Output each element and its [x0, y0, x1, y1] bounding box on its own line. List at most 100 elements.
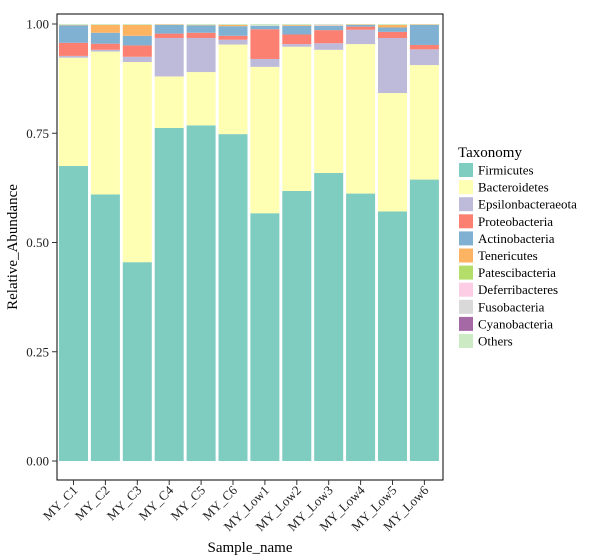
bar-segment-my-low2-actinobacteria — [282, 25, 312, 35]
bar-segment-my-c5-proteobacteria — [186, 32, 216, 38]
y-tick-label: 0.75 — [26, 126, 49, 141]
bar-stack-my-low1 — [250, 24, 280, 461]
legend-item-tenericutes: Tenericutes — [459, 248, 538, 263]
bar-segment-my-c1-bacteroidetes — [59, 57, 88, 167]
legend-item-firmicutes: Firmicutes — [459, 163, 534, 178]
bar-segment-my-low5-firmicutes — [378, 211, 407, 461]
legend-swatch — [459, 316, 473, 331]
bar-segment-my-low6-actinobacteria — [409, 24, 439, 45]
bar-stack-my-c2 — [90, 24, 120, 461]
legend-item-others: Others — [459, 334, 513, 349]
bar-segment-my-low6-firmicutes — [409, 179, 439, 461]
legend-label: Deferribacteres — [478, 282, 558, 297]
bar-segment-my-c2-proteobacteria — [90, 43, 120, 50]
x-tick-label-my-c4: MY_C4 — [136, 482, 177, 523]
bar-segment-my-low5-epsilonbacteraeota — [378, 37, 407, 94]
legend-item-deferribacteres: Deferribacteres — [459, 282, 558, 297]
bar-segment-my-low3-actinobacteria — [314, 25, 344, 31]
bar-segment-my-c4-bacteroidetes — [154, 76, 184, 129]
legend-item-bacteroidetes: Bacteroidetes — [459, 180, 549, 195]
bar-segment-my-c2-actinobacteria — [90, 32, 120, 44]
bar-stack-my-low4 — [346, 24, 376, 461]
bar-segment-my-c1-actinobacteria — [59, 25, 88, 43]
bar-segment-my-low2-bacteroidetes — [282, 46, 312, 191]
legend-swatch — [459, 163, 473, 177]
bar-segment-my-c3-actinobacteria — [122, 35, 152, 46]
bar-segment-my-low1-proteobacteria — [250, 29, 280, 59]
x-tick-label-my-c2: MY_C2 — [72, 483, 113, 524]
bar-segment-my-low1-firmicutes — [250, 213, 280, 461]
bar-segment-my-c6-proteobacteria — [218, 35, 248, 40]
bar-segment-my-c6-tenericutes — [218, 24, 248, 27]
bar-segment-my-low3-firmicutes — [314, 173, 344, 461]
bar-segment-my-low4-firmicutes — [346, 193, 376, 461]
legend-item-cyanobacteria: Cyanobacteria — [459, 316, 553, 331]
legend-label: Others — [478, 334, 513, 349]
x-axis: MY_C1MY_C2MY_C3MY_C4MY_C5MY_C6MY_Low1MY_… — [40, 480, 432, 534]
legend-label: Proteobacteria — [478, 214, 553, 229]
legend-label: Patescibacteria — [478, 265, 556, 280]
legend-swatch — [459, 214, 473, 229]
legend-label: Cyanobacteria — [478, 316, 553, 331]
bar-segment-my-c6-actinobacteria — [218, 26, 248, 36]
bar-segment-my-low2-tenericutes — [282, 24, 312, 26]
bar-stack-my-c1 — [59, 24, 88, 461]
legend-label: Firmicutes — [478, 163, 534, 178]
bar-segment-my-low2-epsilonbacteraeota — [282, 44, 312, 47]
bar-segment-my-c2-firmicutes — [90, 194, 120, 461]
y-axis-title: Relative_Abundance — [5, 184, 21, 310]
bar-segment-my-low4-bacteroidetes — [346, 44, 376, 194]
bar-segment-my-low4-actinobacteria — [346, 24, 376, 27]
y-tick-label: 0.50 — [26, 235, 49, 250]
bar-segment-my-c3-tenericutes — [122, 24, 152, 36]
legend-label: Actinobacteria — [478, 231, 555, 246]
bar-segment-my-low5-others — [378, 24, 407, 25]
legend-swatch — [459, 180, 473, 195]
bar-segment-my-c3-bacteroidetes — [122, 62, 152, 263]
y-tick-label: 0.00 — [26, 454, 49, 469]
bar-stack-my-low2 — [282, 24, 312, 461]
legend-title: Taxonomy — [458, 145, 522, 161]
bar-segment-my-low2-proteobacteria — [282, 34, 312, 45]
x-tick-label-my-c5: MY_C5 — [167, 483, 208, 524]
legend-item-actinobacteria: Actinobacteria — [459, 231, 555, 246]
bar-segment-my-c4-epsilonbacteraeota — [154, 37, 184, 77]
x-tick-label-my-c1: MY_C1 — [40, 483, 81, 524]
bar-stack-my-c6 — [218, 24, 248, 461]
bar-segment-my-low1-epsilonbacteraeota — [250, 58, 280, 67]
bar-stack-my-low3 — [314, 24, 344, 461]
legend-swatch — [459, 197, 473, 212]
bar-segment-my-c4-actinobacteria — [154, 24, 184, 34]
legend-label: Bacteroidetes — [478, 180, 549, 195]
bar-segment-my-c3-firmicutes — [122, 262, 152, 461]
bar-segment-my-c1-others — [59, 24, 88, 25]
bar-segment-my-c3-proteobacteria — [122, 45, 152, 57]
legend-item-patescibacteria: Patescibacteria — [459, 265, 556, 280]
bar-segment-my-low5-tenericutes — [378, 24, 407, 28]
bar-stack-my-low5 — [378, 24, 407, 461]
bar-segment-my-low3-epsilonbacteraeota — [314, 43, 344, 50]
bar-segment-my-c2-tenericutes — [90, 24, 120, 33]
bar-segment-my-low5-bacteroidetes — [378, 93, 407, 212]
legend-swatch — [459, 248, 473, 263]
bar-stack-my-c3 — [122, 24, 152, 461]
bar-segment-my-c2-others — [90, 24, 120, 25]
bar-segment-my-c1-firmicutes — [59, 166, 88, 461]
bar-segment-my-c5-actinobacteria — [186, 25, 216, 33]
bar-segment-my-c2-epsilonbacteraeota — [90, 49, 120, 52]
bar-segment-my-c6-others — [218, 24, 248, 25]
legend-swatch — [459, 265, 473, 280]
y-axis: 0.00 0.25 0.50 0.75 1.00 — [26, 17, 57, 469]
bar-segment-my-c1-epsilonbacteraeota — [59, 55, 88, 58]
bar-segment-my-c6-bacteroidetes — [218, 44, 248, 135]
bar-segment-my-low5-actinobacteria — [378, 27, 407, 32]
bar-segment-my-c4-firmicutes — [154, 128, 184, 461]
legend-swatch — [459, 231, 473, 246]
legend-item-fusobacteria: Fusobacteria — [459, 299, 545, 314]
bar-segment-my-low1-others — [250, 24, 280, 26]
legend-item-epsilonbacteraeota: Epsilonbacteraeota — [459, 197, 577, 212]
bar-segment-my-low5-proteobacteria — [378, 31, 407, 38]
bar-segment-my-c3-others — [122, 24, 152, 25]
bar-stack-my-low6 — [409, 24, 439, 461]
